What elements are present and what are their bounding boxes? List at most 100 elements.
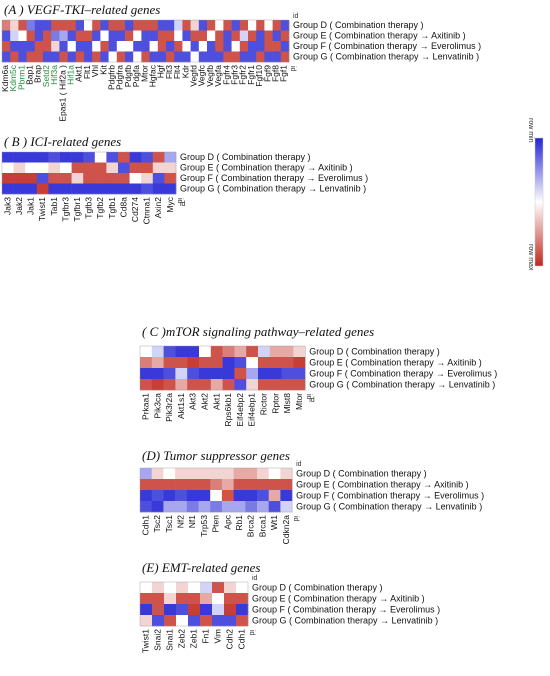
heatmap-cell xyxy=(272,51,282,63)
heatmap-cell xyxy=(84,51,93,63)
heatmap-cell xyxy=(163,501,176,513)
heatmap-cell xyxy=(164,582,177,594)
heatmap-cell xyxy=(129,183,142,195)
heatmap-cell xyxy=(256,20,265,31)
heatmap-cell xyxy=(129,152,142,163)
heatmap-cell xyxy=(272,30,282,42)
heatmap-cell xyxy=(106,173,119,184)
row-label: Group G ( Combination therapy → Lenvatin… xyxy=(252,616,438,626)
id-label: id xyxy=(176,198,183,204)
heatmap-cell xyxy=(234,379,247,391)
column-gene-label: Snai1 xyxy=(165,629,175,651)
heatmap-cell xyxy=(200,615,213,627)
heatmap-cell xyxy=(281,346,294,358)
heatmap-cell xyxy=(188,604,201,616)
heatmap-cell xyxy=(256,41,265,52)
column-gene-label: Apc xyxy=(222,514,232,529)
heatmap-cell xyxy=(141,30,150,42)
heatmap-cell xyxy=(236,582,249,594)
id-label: id xyxy=(296,461,302,468)
column-gene-label: Setd2 xyxy=(41,65,51,87)
column-gene-label: Cdkn2a xyxy=(281,515,291,545)
column-gene-label: Fn1 xyxy=(201,629,211,644)
heatmap-cell xyxy=(94,183,107,195)
heatmap-cell xyxy=(26,20,36,31)
heatmap-cell xyxy=(198,30,208,42)
heatmap-cell xyxy=(269,346,282,358)
heatmap-cell xyxy=(2,51,11,63)
heatmap-cell xyxy=(75,51,85,63)
heatmap-cell xyxy=(221,479,234,491)
heatmap-cell xyxy=(71,173,84,184)
heatmap-cell xyxy=(233,468,246,480)
heatmap-cell xyxy=(43,20,52,31)
column-gene-label: Tsc2 xyxy=(152,515,162,533)
heatmap-cell xyxy=(129,162,142,174)
heatmap-panel-1: (A ) VEGF-TKI–related genes Group D ( Com… xyxy=(0,2,481,122)
column-gene-label: Jak2 xyxy=(14,197,24,215)
column-gene-label: Akt1 xyxy=(211,393,221,410)
heatmap-cell xyxy=(140,346,153,358)
heatmap-cell xyxy=(198,479,211,491)
heatmap-cell xyxy=(221,490,234,502)
heatmap-cell xyxy=(151,479,164,491)
heatmap-cell xyxy=(272,41,282,52)
heatmap-cell xyxy=(157,41,167,52)
legend-gradient-bar xyxy=(534,137,544,267)
column-gene-label: Flt3 xyxy=(164,65,174,79)
heatmap-cell xyxy=(236,615,249,627)
row-label: Group E ( Combination therapy → Axitinib… xyxy=(252,594,425,604)
heatmap-cell xyxy=(210,346,223,358)
heatmap-cell xyxy=(60,183,72,195)
heatmap-cell xyxy=(221,468,234,480)
heatmap-cell xyxy=(190,41,200,52)
column-gene-label: Myc xyxy=(165,196,175,212)
heatmap-cell xyxy=(125,20,134,31)
heatmap-cell xyxy=(198,51,208,63)
heatmap-cell xyxy=(13,173,26,184)
heatmap-cell xyxy=(207,51,216,63)
heatmap-cell xyxy=(2,41,11,52)
heatmap-cell xyxy=(175,379,188,391)
heatmap-cell xyxy=(60,173,72,184)
column-gene-label: Fgfr4 xyxy=(221,65,231,85)
heatmap-cell xyxy=(215,20,224,31)
heatmap-cell xyxy=(239,51,249,63)
heatmap-cell xyxy=(100,20,109,31)
heatmap-cell xyxy=(151,368,164,380)
heatmap-cell xyxy=(293,346,306,358)
column-gene-label: Vegfa xyxy=(213,65,223,87)
panel-title: (E) EMT-related genes xyxy=(142,560,260,575)
heatmap-cell xyxy=(10,30,19,42)
heatmap-cell xyxy=(187,346,200,358)
heatmap-cell xyxy=(212,615,225,627)
heatmap-cell xyxy=(133,41,142,52)
column-gene-label: Pbrm1 xyxy=(16,65,26,90)
column-gene-label: Mtor xyxy=(294,393,304,410)
heatmap-cell xyxy=(163,379,176,391)
heatmap-cell xyxy=(141,173,154,184)
column-gene-label: Fgf8 xyxy=(271,65,281,82)
heatmap-cell xyxy=(84,30,93,42)
heatmap-cell xyxy=(34,41,44,52)
heatmap-cell xyxy=(231,20,241,31)
column-gene-label: Pik3r2a xyxy=(164,393,174,422)
heatmap-cell xyxy=(26,30,36,42)
heatmap-cell xyxy=(264,51,273,63)
heatmap-cell xyxy=(188,582,201,594)
legend-top-label: row min xyxy=(527,118,534,143)
panel-title: (D) Tumor suppressor genes xyxy=(142,448,290,463)
heatmap-cell xyxy=(10,20,19,31)
heatmap-cell xyxy=(236,604,249,616)
heatmap-cell xyxy=(234,357,247,369)
heatmap-cell xyxy=(108,51,118,63)
column-gene-label: Pten xyxy=(211,515,221,533)
heatmap-cell xyxy=(264,41,273,52)
column-gene-label: Pdgfb xyxy=(123,65,133,87)
panel-title: ( B ) ICI-related genes xyxy=(4,134,121,149)
heatmap-cell xyxy=(92,51,101,63)
row-label: Group F ( Combination therapy → Everolim… xyxy=(296,491,484,501)
column-gene-label: Fgfr1 xyxy=(246,65,256,85)
row-label: Group G ( Combination therapy → Lenvatin… xyxy=(296,502,482,512)
heatmap-cell xyxy=(174,20,183,31)
